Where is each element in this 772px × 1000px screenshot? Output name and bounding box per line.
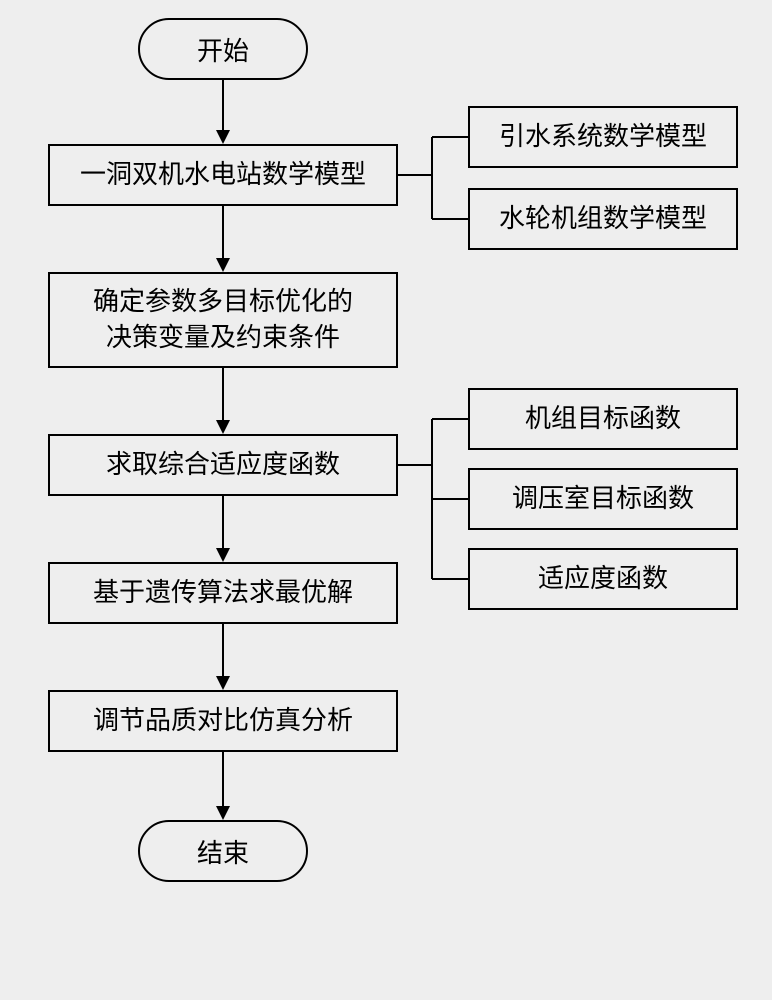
node-label: 求取综合适应度函数 xyxy=(106,447,340,483)
node-s1a: 引水系统数学模型 xyxy=(468,106,738,168)
node-label: 结束 xyxy=(197,833,249,870)
node-n4: 基于遗传算法求最优解 xyxy=(48,562,398,624)
node-end: 结束 xyxy=(138,820,308,882)
node-label: 调压室目标函数 xyxy=(512,481,694,517)
node-start: 开始 xyxy=(138,18,308,80)
node-label: 调节品质对比仿真分析 xyxy=(93,703,353,739)
node-s3a: 机组目标函数 xyxy=(468,388,738,450)
node-label: 水轮机组数学模型 xyxy=(499,201,707,237)
node-n2: 确定参数多目标优化的 决策变量及约束条件 xyxy=(48,272,398,368)
node-label: 机组目标函数 xyxy=(525,401,681,437)
node-s3b: 调压室目标函数 xyxy=(468,468,738,530)
node-n3: 求取综合适应度函数 xyxy=(48,434,398,496)
node-n1: 一洞双机水电站数学模型 xyxy=(48,144,398,206)
node-label: 适应度函数 xyxy=(538,561,668,597)
node-s3c: 适应度函数 xyxy=(468,548,738,610)
node-label: 一洞双机水电站数学模型 xyxy=(80,157,366,193)
node-s1b: 水轮机组数学模型 xyxy=(468,188,738,250)
node-label: 引水系统数学模型 xyxy=(499,119,707,155)
node-label: 确定参数多目标优化的 决策变量及约束条件 xyxy=(93,284,353,357)
node-n5: 调节品质对比仿真分析 xyxy=(48,690,398,752)
node-label: 基于遗传算法求最优解 xyxy=(93,575,353,611)
node-label: 开始 xyxy=(197,31,249,68)
